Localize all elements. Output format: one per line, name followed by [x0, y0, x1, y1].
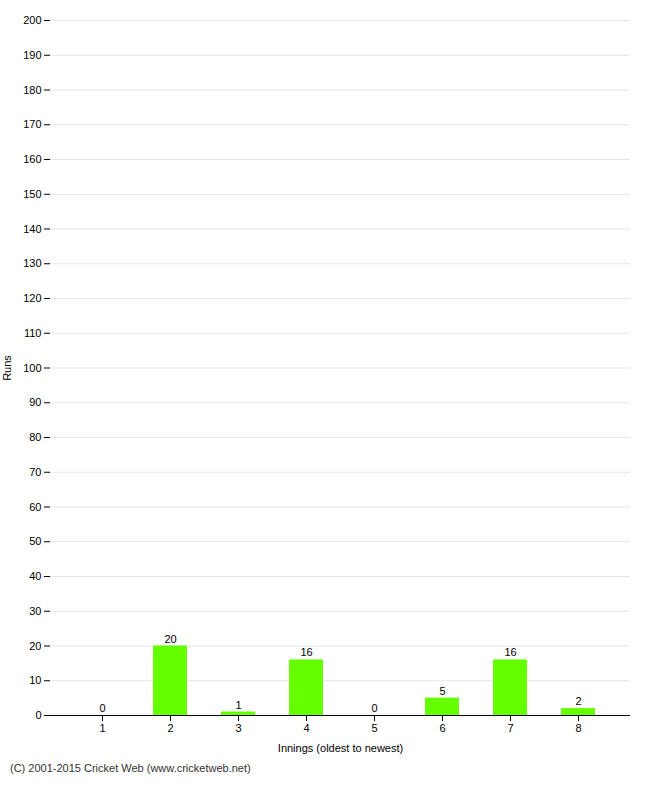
svg-text:0: 0 [371, 702, 377, 714]
svg-text:7: 7 [507, 722, 513, 734]
svg-text:5: 5 [439, 685, 445, 697]
svg-text:10: 10 [29, 674, 41, 686]
svg-text:Runs: Runs [1, 355, 13, 381]
svg-text:110: 110 [24, 327, 42, 339]
svg-text:60: 60 [29, 501, 41, 513]
svg-text:6: 6 [439, 722, 445, 734]
svg-text:0: 0 [35, 709, 41, 721]
svg-text:2: 2 [575, 695, 581, 707]
svg-text:100: 100 [23, 362, 41, 374]
svg-text:70: 70 [29, 466, 41, 478]
svg-text:150: 150 [23, 188, 41, 200]
html-text:(C) 2001-2015 Cricket Web (www: (C) 2001-2015 Cricket Web (www.cricketwe… [10, 762, 251, 774]
svg-text:90: 90 [29, 396, 41, 408]
svg-text:50: 50 [29, 535, 41, 547]
svg-text:8: 8 [575, 722, 581, 734]
svg-text:170: 170 [23, 118, 41, 130]
svg-text:16: 16 [300, 646, 312, 658]
svg-text:40: 40 [29, 570, 41, 582]
svg-text:1: 1 [99, 722, 105, 734]
svg-text:5: 5 [371, 722, 377, 734]
svg-text:180: 180 [23, 84, 41, 96]
svg-text:80: 80 [29, 431, 41, 443]
svg-text:3: 3 [235, 722, 241, 734]
svg-text:2: 2 [167, 722, 173, 734]
svg-text:30: 30 [29, 605, 41, 617]
svg-text:4: 4 [303, 722, 309, 734]
svg-text:200: 200 [23, 14, 41, 26]
svg-text:0: 0 [99, 702, 105, 714]
svg-text:160: 160 [23, 153, 41, 165]
svg-text:16: 16 [504, 646, 516, 658]
svg-text:140: 140 [23, 223, 41, 235]
svg-text:Innings (oldest to newest): Innings (oldest to newest) [278, 742, 403, 754]
svg-text:190: 190 [23, 49, 41, 61]
svg-text:120: 120 [23, 292, 41, 304]
svg-text:130: 130 [23, 257, 41, 269]
svg-text:20: 20 [29, 640, 41, 652]
svg-text:1: 1 [235, 699, 241, 711]
svg-text:20: 20 [164, 633, 176, 645]
